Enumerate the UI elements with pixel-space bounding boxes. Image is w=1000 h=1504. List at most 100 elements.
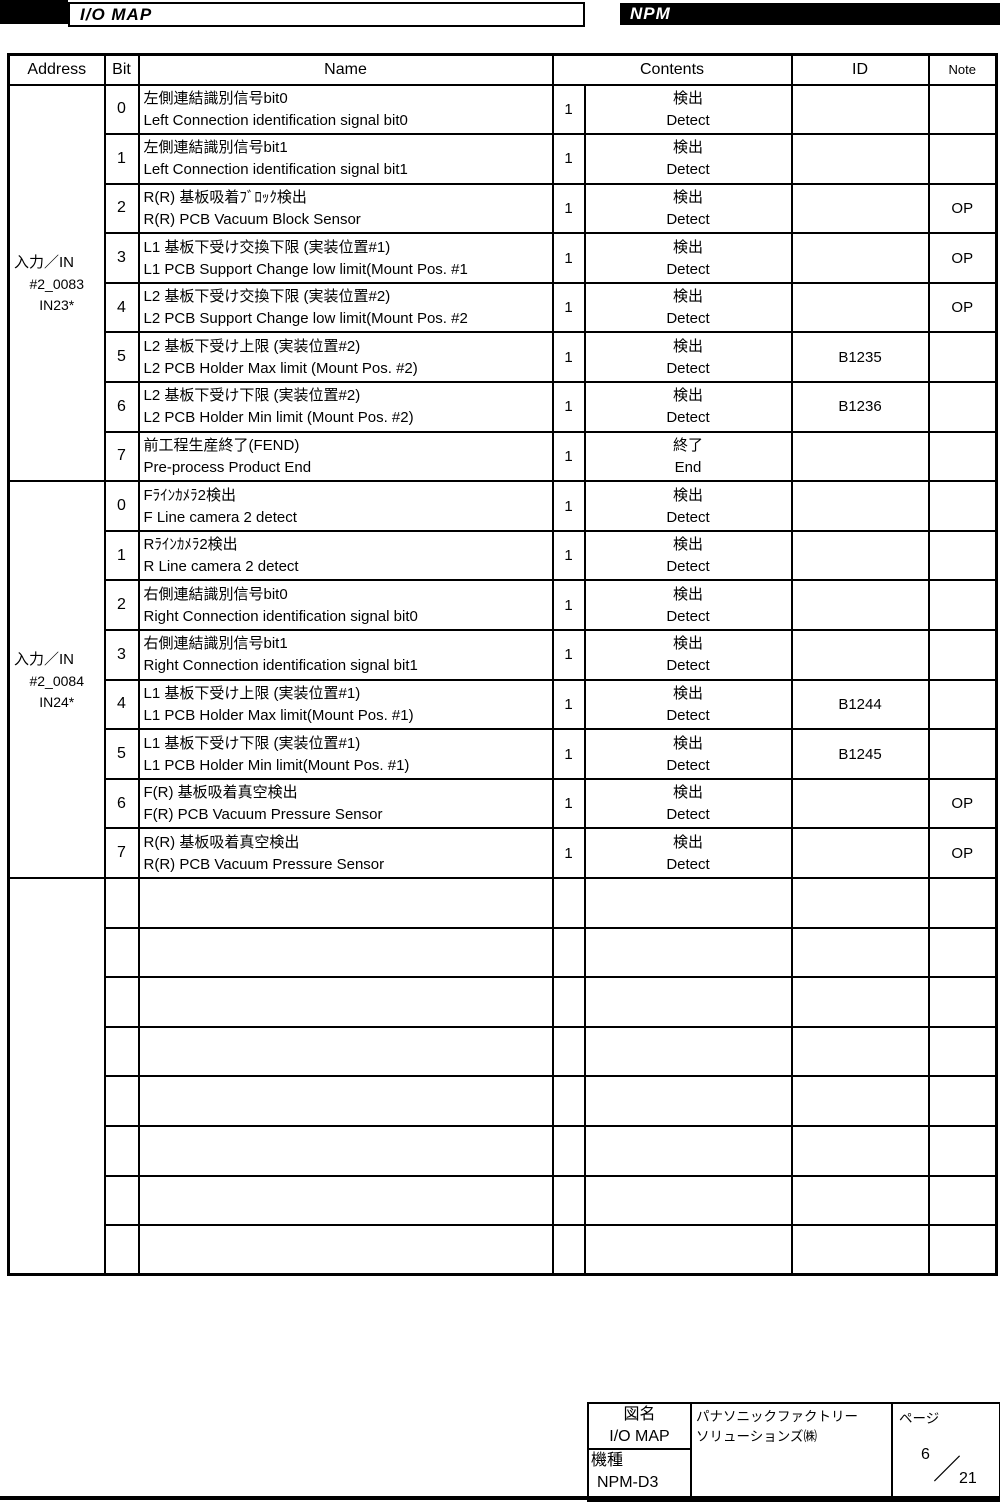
- signal-name-en: L2 PCB Support Change low limit(Mount Po…: [143, 310, 468, 328]
- col-header-note: Note: [927, 53, 998, 86]
- id-cell: [790, 529, 930, 582]
- id-cell: [790, 83, 930, 136]
- bit-cell: [103, 1174, 140, 1227]
- note-cell: [927, 83, 998, 136]
- contents-jp: 検出: [673, 734, 704, 752]
- contents-jp: 検出: [673, 585, 704, 603]
- bit-cell: 3: [103, 629, 140, 681]
- signal-name-en: Right Connection identification signal b…: [143, 657, 418, 675]
- table-row: 7 前工程生産終了(FEND) Pre-process Product End 1 終了…: [9, 430, 998, 483]
- contents-cell: 検出 Detect: [583, 579, 793, 632]
- table-row: [9, 1025, 998, 1078]
- bit-cell: 7: [103, 430, 140, 483]
- contents-jp: 検出: [673, 337, 704, 355]
- contents-value-cell: [551, 877, 586, 929]
- contents-cell: 検出 Detect: [583, 629, 793, 681]
- contents-cell: 検出 Detect: [583, 281, 793, 334]
- signal-name-cell: 右側連結識別信号bit0 Right Connection identificat…: [137, 579, 554, 632]
- contents-en: Detect: [666, 806, 710, 824]
- signal-name-cell: 右側連結識別信号bit1 Right Connection identificat…: [137, 629, 554, 681]
- title-block-left-column: 図名 I/O MAP 機種 NPM-D3: [589, 1404, 692, 1496]
- contents-cell: [583, 1174, 793, 1227]
- id-cell: [790, 281, 930, 334]
- contents-en: Detect: [666, 210, 710, 228]
- bit-cell: 7: [103, 827, 140, 879]
- note-cell: [927, 381, 998, 433]
- note-cell: [927, 1075, 998, 1127]
- bit-cell: 4: [103, 678, 140, 731]
- contents-cell: 検出 Detect: [583, 480, 793, 532]
- note-cell: [927, 1124, 998, 1177]
- bit-cell: 6: [103, 777, 140, 830]
- signal-name-jp: R(R) 基板吸着真空検出: [143, 833, 300, 851]
- table-row: 4 L1 基板下受け上限 (実装位置#1) L1 PCB Holder Max li…: [9, 678, 998, 731]
- contents-en: Detect: [666, 409, 710, 427]
- note-cell: [927, 133, 998, 185]
- drawing-title-block: 図名 I/O MAP 機種 NPM-D3 パナソニックファクトリー ソリューショ…: [587, 1402, 1000, 1502]
- contents-en: Detect: [666, 260, 710, 278]
- note-cell: [927, 430, 998, 483]
- id-cell: [790, 629, 930, 681]
- signal-name-cell: [137, 1075, 554, 1127]
- machine-model-value: NPM-D3: [597, 1474, 659, 1491]
- contents-value-cell: 1: [551, 381, 586, 433]
- contents-value-cell: 1: [551, 480, 586, 532]
- machine-series-label: NPM: [630, 4, 671, 23]
- id-cell: [790, 777, 930, 830]
- contents-jp: 検出: [673, 635, 704, 653]
- contents-jp: 検出: [673, 89, 704, 107]
- contents-en: Detect: [666, 855, 710, 873]
- contents-cell: 検出 Detect: [583, 182, 793, 235]
- table-header-row: Address Bit Name Contents ID Note: [7, 53, 998, 86]
- contents-jp: 検出: [673, 536, 704, 554]
- note-cell: [927, 579, 998, 632]
- contents-cell: 検出 Detect: [583, 232, 793, 284]
- bit-cell: 2: [103, 182, 140, 235]
- signal-name-jp: 左側連結識別信号bit0: [143, 89, 288, 107]
- signal-name-jp: Fﾗｲﾝｶﾒﾗ2検出: [143, 486, 237, 504]
- bit-cell: 5: [103, 728, 140, 780]
- note-cell: [927, 480, 998, 532]
- id-cell: [790, 877, 930, 929]
- signal-name-en: R(R) PCB Vacuum Pressure Sensor: [143, 855, 385, 873]
- signal-name-en: Pre-process Product End: [143, 458, 312, 476]
- table-row: 5 L1 基板下受け下限 (実装位置#1) L1 PCB Holder Min li…: [9, 728, 998, 780]
- signal-name-jp: L2 基板下受け上限 (実装位置#2): [143, 337, 361, 355]
- page-label: ページ: [899, 1411, 940, 1426]
- contents-en: Detect: [666, 607, 710, 625]
- id-cell: [790, 182, 930, 235]
- note-cell: [927, 877, 998, 929]
- contents-en: Detect: [666, 558, 710, 576]
- signal-name-en: L1 PCB Holder Max limit(Mount Pos. #1): [143, 706, 414, 724]
- contents-value-cell: 1: [551, 331, 586, 384]
- table-row: [7, 877, 998, 1276]
- page-total: 21: [959, 1470, 977, 1487]
- note-cell: OP: [927, 232, 998, 284]
- contents-value-cell: [551, 1124, 586, 1177]
- address-cell: [7, 877, 106, 1276]
- contents-en: Detect: [666, 310, 710, 328]
- contents-value-cell: 1: [551, 83, 586, 136]
- contents-cell: [583, 976, 793, 1028]
- signal-name-jp: L1 基板下受け上限 (実装位置#1): [143, 684, 361, 702]
- bit-cell: [103, 976, 140, 1028]
- contents-en: Detect: [666, 111, 710, 129]
- note-cell: [927, 728, 998, 780]
- machine-model-label: 機種: [591, 1452, 624, 1469]
- contents-value-cell: [551, 1224, 586, 1276]
- contents-jp: 検出: [673, 833, 704, 851]
- signal-name-jp: L2 基板下受け下限 (実装位置#2): [143, 387, 361, 405]
- signal-name-cell: F(R) 基板吸着真空検出 F(R) PCB Vacuum Pressure Se…: [137, 777, 554, 830]
- company-name-line1: パナソニックファクトリー: [696, 1409, 858, 1424]
- signal-name-en: L2 PCB Holder Min limit (Mount Pos. #2): [143, 409, 414, 427]
- signal-name-en: L1 PCB Support Change low limit(Mount Po…: [143, 260, 468, 278]
- bit-cell: 2: [103, 579, 140, 632]
- contents-value-cell: 1: [551, 827, 586, 879]
- contents-cell: [583, 926, 793, 979]
- bit-cell: [103, 926, 140, 979]
- signal-name-en: Left Connection identification signal bi…: [143, 161, 408, 179]
- signal-name-jp: L2 基板下受け交換下限 (実装位置#2): [143, 288, 391, 306]
- note-cell: OP: [927, 777, 998, 830]
- table-row: 入力／IN #2_0084 IN24* 0 Fﾗｲﾝｶﾒﾗ2検出 F Line camer…: [7, 480, 998, 879]
- signal-name-cell: R(R) 基板吸着真空検出 R(R) PCB Vacuum Pressure Se…: [137, 827, 554, 879]
